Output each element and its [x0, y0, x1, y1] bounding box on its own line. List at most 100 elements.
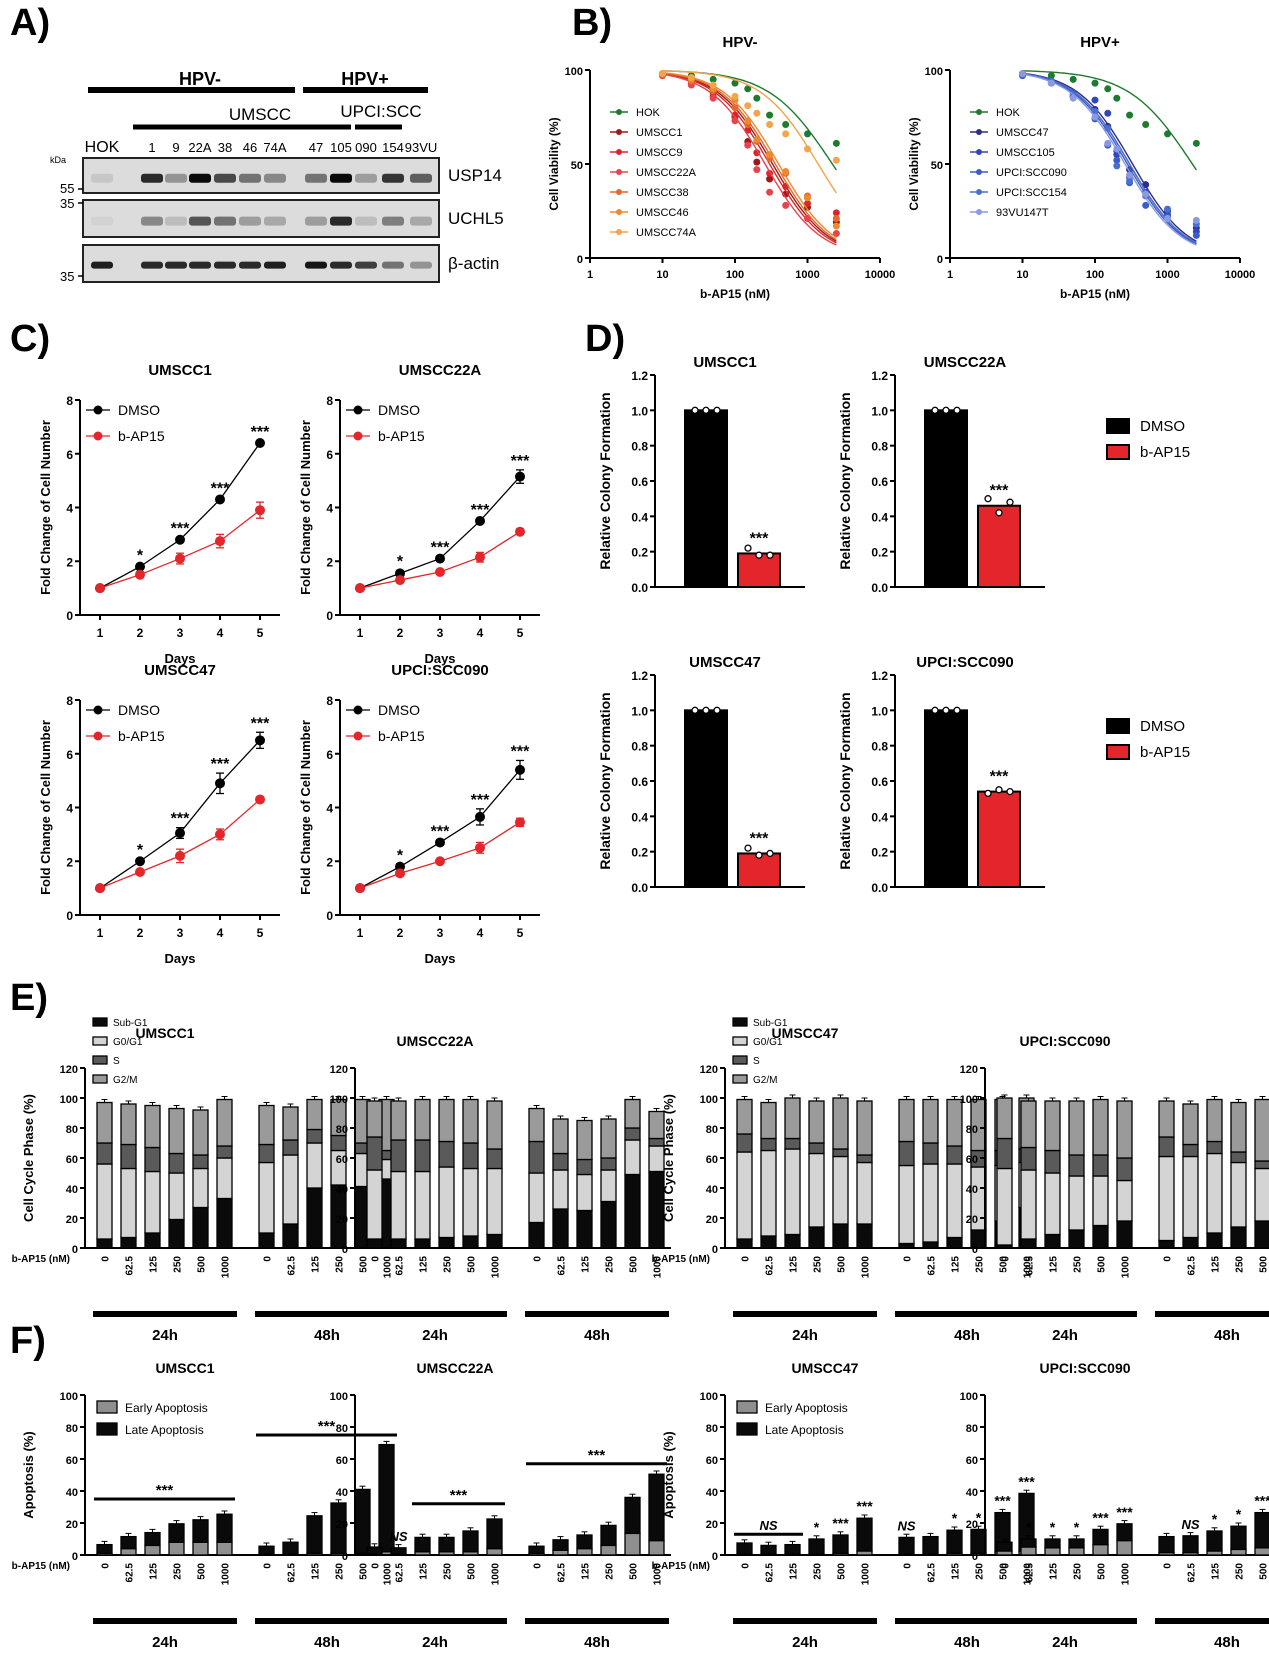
growth-y-tick-label: 8: [66, 694, 73, 708]
stacked-y-tick-label: 80: [966, 1124, 978, 1136]
dose-y-tick-label: 0: [937, 254, 943, 266]
stacked-segment: [1092, 1175, 1109, 1227]
x-tick-label: 0: [903, 1563, 914, 1569]
x-tick-label: 250: [335, 1563, 346, 1580]
lane-label: 93VU: [405, 140, 438, 155]
chart-f-umscc1: UMSCC1 0 20 40 60 80 100 Apoptosis (%) b-AP15 (n…: [12, 1360, 401, 1651]
x-tick-label: 1000: [861, 1563, 872, 1586]
x-tick-label: 1000: [1155, 269, 1179, 281]
x-tick-label: 250: [975, 1563, 986, 1580]
data-point: [1069, 75, 1077, 83]
x-tick-label: 1: [97, 926, 104, 940]
significance-label: ***: [251, 424, 270, 441]
growth-y-tick-label: 2: [326, 555, 333, 569]
x-tick-label: 250: [443, 1563, 454, 1580]
blot-band: [410, 261, 432, 269]
x-tick-label: 1: [947, 269, 953, 281]
chart-c-umscc47: UMSCC47 0 2 4 6 8 1 2 3 4 5 Days Fold Change of Cell…: [38, 662, 280, 966]
significance-label: ***: [171, 521, 190, 538]
blot-band: [165, 261, 187, 269]
stacked-segment: [366, 1546, 383, 1555]
x-tick-label: 1000: [383, 1256, 394, 1279]
blot-label: UCHL5: [448, 209, 504, 228]
stacked-segment: [1044, 1172, 1061, 1236]
stacked-segment: [282, 1106, 299, 1141]
data-point: [687, 74, 695, 82]
stacked-segment: [486, 1547, 503, 1556]
stacked-segment: [282, 1139, 299, 1156]
stacked-segment: [552, 1118, 569, 1155]
x-tick-label: 1000: [861, 1256, 872, 1279]
x-tick-label: 62.5: [557, 1563, 568, 1583]
data-point: [1019, 70, 1026, 78]
lane-label: 105: [330, 140, 352, 155]
x-tick-label: 10: [1016, 269, 1028, 281]
data-point: [135, 561, 145, 572]
legend-label: Sub-G1: [113, 1018, 148, 1029]
stacked-segment: [1182, 1535, 1199, 1554]
colony-y-tick-label: 0.0: [871, 881, 888, 895]
x-tick-label: 1: [97, 626, 104, 640]
legend-swatch: [732, 1074, 748, 1084]
legend-label: UMSCC47: [996, 127, 1049, 139]
x-tick-label: 1000: [491, 1563, 502, 1586]
stacked-segment: [192, 1154, 209, 1170]
data-point: [1164, 130, 1171, 138]
x-tick-label: 0: [263, 1563, 274, 1569]
x-tick-label: 125: [149, 1563, 160, 1580]
growth-y-axis-label: Fold Change of Cell Number: [298, 420, 313, 595]
legend-swatch: [1106, 718, 1130, 734]
legend-label: UPCI:SCC090: [996, 167, 1067, 179]
stacked-segment: [576, 1547, 593, 1556]
stacked-segment: [1254, 1098, 1269, 1162]
legend-marker: [353, 731, 363, 741]
stacked-segment: [832, 1097, 849, 1150]
x-tick-label: 250: [975, 1256, 986, 1273]
x-tick-label: 500: [999, 1256, 1010, 1273]
blot-band: [141, 216, 163, 226]
stacked-segment: [1092, 1528, 1109, 1546]
blot-band: [410, 216, 432, 226]
stacked-y-tick-label: 0: [712, 1244, 718, 1256]
stacked-y-tick-label: 100: [60, 1391, 78, 1403]
growth-y-tick-label: 6: [326, 448, 333, 462]
stacked-segment: [486, 1148, 503, 1170]
stacked-segment: [1068, 1538, 1085, 1549]
data-point: [832, 156, 840, 164]
chart-title: UMSCC1: [155, 1360, 214, 1376]
data-point: [744, 85, 752, 93]
replicate-point: [942, 706, 950, 714]
data-point: [1104, 139, 1112, 147]
stacked-y-tick-label: 20: [966, 1214, 978, 1226]
stacked-segment: [1230, 1226, 1247, 1249]
stacked-y-tick-label: 0: [342, 1244, 348, 1256]
stacked-segment: [832, 1155, 849, 1225]
stacked-y-tick-label: 60: [336, 1455, 348, 1467]
x-tick-label: 500: [1097, 1256, 1108, 1273]
stacked-segment: [216, 1197, 233, 1249]
stacked-segment: [366, 1136, 383, 1171]
dose-y-axis-label: Cell Viability (%): [547, 117, 561, 210]
x-prefix-label: b-AP15 (nM): [12, 1561, 70, 1572]
significance-label: *: [397, 554, 404, 571]
legend-label: Late Apoptosis: [765, 1423, 844, 1437]
blot-band: [330, 216, 352, 226]
stacked-segment: [96, 1543, 113, 1555]
stacked-y-tick-label: 80: [336, 1124, 348, 1136]
legend-swatch: [1106, 744, 1130, 760]
data-point: [255, 794, 265, 805]
stacked-segment: [390, 1547, 407, 1555]
stacked-segment: [1206, 1232, 1223, 1249]
x-tick-label: 250: [605, 1563, 616, 1580]
stacked-segment: [1068, 1547, 1085, 1556]
stacked-y-tick-label: 40: [706, 1184, 718, 1196]
colony-y-tick-label: 1.2: [631, 669, 648, 683]
lane-label: 1: [148, 140, 155, 155]
data-point: [1126, 177, 1134, 185]
data-point: [215, 494, 225, 505]
stacked-segment: [486, 1167, 503, 1236]
stacked-segment: [462, 1530, 479, 1553]
data-point: [804, 130, 811, 138]
stacked-segment: [1068, 1175, 1085, 1231]
stacked-y-tick-label: 20: [706, 1519, 718, 1531]
